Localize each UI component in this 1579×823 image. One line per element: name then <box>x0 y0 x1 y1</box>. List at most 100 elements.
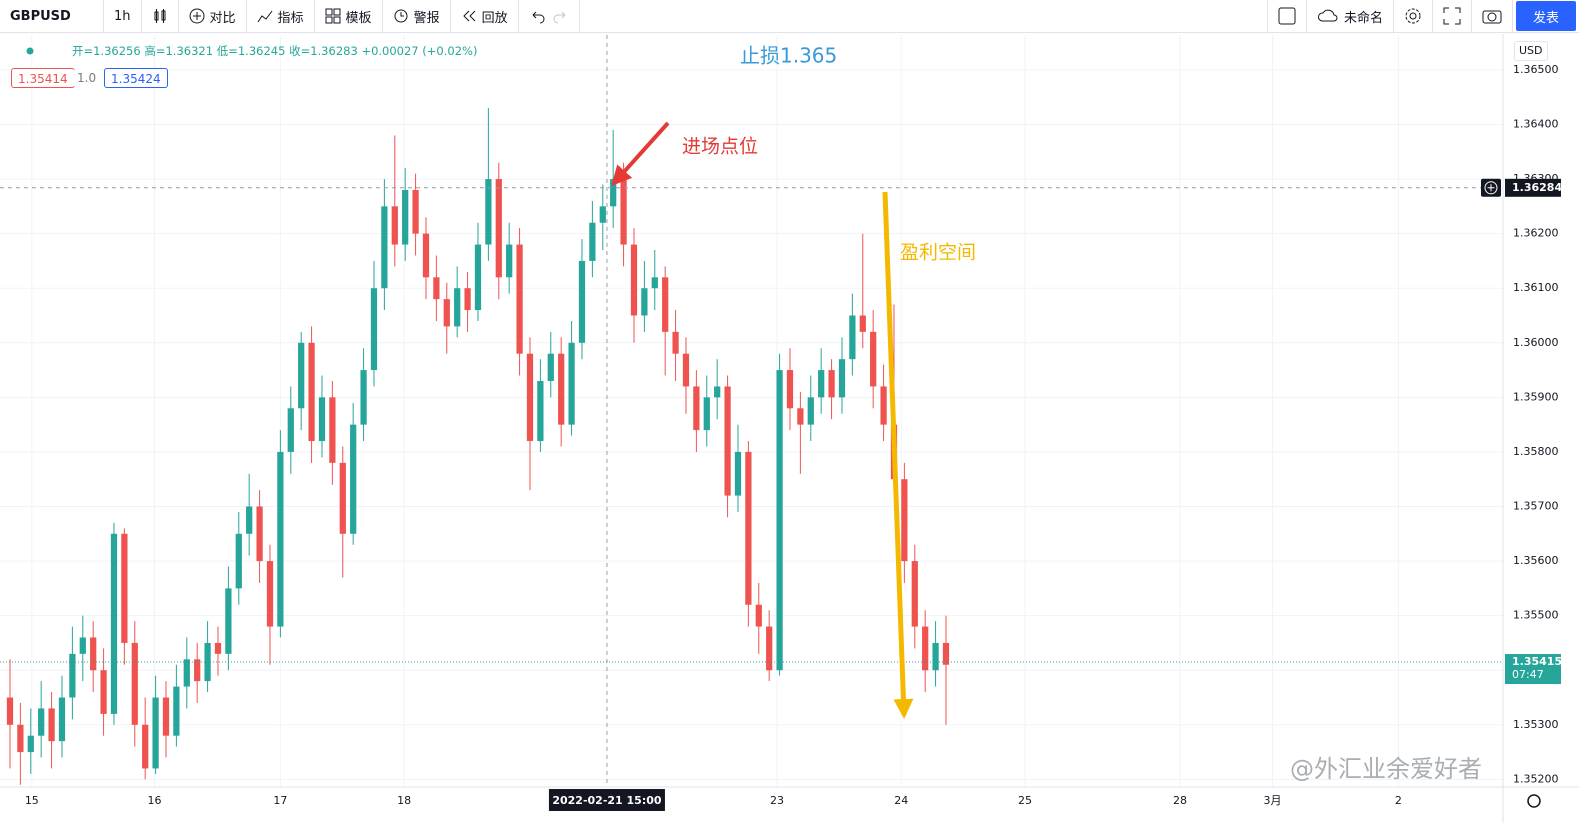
candle-body <box>391 206 398 245</box>
label: 未命名 <box>1343 10 1383 26</box>
candle-body <box>880 386 887 425</box>
x-tick-label: 2 <box>1395 794 1402 807</box>
candle-body <box>901 479 908 562</box>
overlay <box>0 35 1503 787</box>
candle-body <box>173 686 180 736</box>
label: 警报 <box>413 10 440 26</box>
close-readout: 收=1.36283 <box>289 44 358 58</box>
label: 回放 <box>481 10 508 26</box>
icon <box>1482 10 1502 24</box>
candle-body <box>142 724 149 769</box>
x-tick-label: 16 <box>148 794 162 807</box>
candle-body <box>630 244 638 316</box>
undo-redo[interactable] <box>519 0 580 33</box>
open-readout: 开=1.36256 <box>72 44 141 58</box>
candle-body <box>911 561 918 627</box>
candle-body <box>381 206 388 289</box>
candle-body <box>745 451 752 605</box>
candle-body <box>402 189 409 245</box>
candle-body <box>776 370 783 671</box>
interval[interactable]: 1h <box>104 0 142 33</box>
settings-icon[interactable] <box>1527 794 1541 808</box>
candle-body <box>568 342 575 425</box>
y-tick-label: 1.35800 <box>1513 445 1559 458</box>
candle-body <box>79 637 86 654</box>
publish-button[interactable]: 发表 <box>1516 1 1576 31</box>
entry-note: 进场点位 <box>682 136 758 158</box>
candle-body <box>131 642 138 725</box>
x-tick-label: 3月 <box>1264 794 1282 807</box>
y-tick-label: 1.35200 <box>1513 772 1559 785</box>
alerts-button[interactable]: 警报 <box>383 0 451 33</box>
icon <box>462 10 475 22</box>
candle-body <box>370 288 378 371</box>
candle-body <box>662 277 669 332</box>
ask-box[interactable]: 1.35424 <box>104 68 168 88</box>
candle-body <box>298 342 305 409</box>
x-tick-label: 23 <box>770 794 784 807</box>
replay-button[interactable]: 回放 <box>451 0 519 33</box>
x-tick-label: 18 <box>397 794 411 807</box>
candle-body <box>693 386 700 431</box>
y-tick-label: 1.36100 <box>1513 281 1559 294</box>
compare-button[interactable]: 对比 <box>179 0 247 33</box>
chart-style[interactable] <box>142 0 179 33</box>
bid-box[interactable]: 1.35414 <box>11 68 75 88</box>
crosshair-plus-icon <box>1484 181 1498 195</box>
fullscreen-button[interactable] <box>1433 0 1472 33</box>
candle-body <box>703 397 710 431</box>
y-tick-label: 1.35500 <box>1513 609 1559 622</box>
candle-body <box>807 397 814 425</box>
candle-body <box>797 408 804 425</box>
candle-body <box>859 315 866 332</box>
candle-body <box>506 244 513 278</box>
icon <box>394 9 408 23</box>
candle-body <box>266 561 274 627</box>
candle-body <box>27 735 34 753</box>
entry-arrow <box>611 121 670 186</box>
currency-button[interactable]: USD <box>1514 41 1548 61</box>
snapshot-button[interactable] <box>1472 0 1513 33</box>
candle-body <box>360 370 367 425</box>
crosshair-x-label-bg <box>548 789 665 811</box>
candle-body <box>682 353 690 387</box>
candle-body <box>412 189 419 234</box>
candle-icon <box>154 9 166 23</box>
candle-body <box>641 288 648 316</box>
fullscreen-layout[interactable] <box>1266 0 1307 33</box>
time-axis-bg <box>0 787 1579 823</box>
y-tick-label: 1.35600 <box>1513 554 1559 567</box>
candle-body <box>474 244 482 311</box>
price-axis-bg <box>1503 34 1579 823</box>
candle-body <box>589 222 596 261</box>
candle-body <box>838 359 846 398</box>
settings-button[interactable] <box>1394 0 1433 33</box>
candle-body <box>870 331 877 387</box>
candle-body <box>620 179 627 245</box>
icon <box>1405 8 1421 24</box>
candle-body <box>162 697 170 736</box>
templates-button[interactable]: 模板 <box>315 0 383 33</box>
profit-arrow <box>882 191 914 719</box>
y-tick-label: 1.35300 <box>1513 718 1559 731</box>
x-tick-label: 15 <box>25 794 39 807</box>
symbol[interactable]: GBPUSD <box>0 0 104 33</box>
candle-body <box>464 288 471 311</box>
candle-body <box>422 233 430 278</box>
low-readout: 低=1.36245 <box>217 44 286 58</box>
stop-loss-note: 止损1.365 <box>740 44 837 68</box>
candle-body <box>537 380 544 442</box>
x-tick-label: 17 <box>273 794 287 807</box>
layout-name[interactable]: 未命名 <box>1307 0 1394 33</box>
indicators-button[interactable]: 指标 <box>247 0 315 33</box>
candle-body <box>110 533 118 714</box>
candles <box>6 108 950 785</box>
y-tick-label: 1.36500 <box>1513 63 1559 76</box>
candle-body <box>308 342 315 442</box>
candle-body <box>58 697 66 742</box>
annotations: 止损1.365 进场点位 盈利空间 @外汇业余爱好者 <box>611 44 1482 783</box>
candle-body <box>454 288 461 327</box>
candle-body <box>214 642 222 654</box>
candle-body <box>786 370 794 409</box>
candle-body <box>734 451 742 496</box>
